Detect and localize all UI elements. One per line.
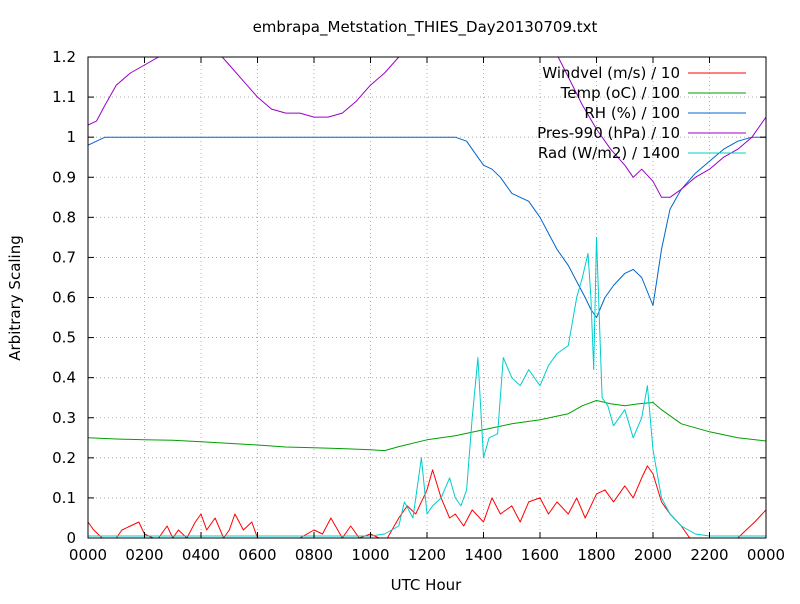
x-axis-label: UTC Hour — [391, 576, 462, 594]
y-axis-label: Arbitrary Scaling — [6, 235, 24, 361]
y-tick-label: 1.2 — [52, 48, 76, 66]
x-tick-label: 0000 — [747, 546, 785, 564]
series-line-rh — [88, 136, 766, 318]
series-lines — [88, 57, 766, 538]
y-tick-label: 0.4 — [52, 369, 76, 387]
legend: Windvel (m/s) / 10 Temp (oC) / 100 RH (%) … — [537, 64, 746, 162]
x-tick-label: 2200 — [690, 546, 728, 564]
x-tick-label: 1800 — [577, 546, 615, 564]
series-line-rad — [88, 236, 766, 537]
y-tick-label: 0.6 — [52, 289, 76, 307]
legend-label-pres: Pres-990 (hPa) / 10 — [537, 124, 680, 142]
y-tick-label: 0.7 — [52, 248, 76, 266]
y-tick-label: 1 — [66, 128, 76, 146]
y-tick-label: 0.1 — [52, 489, 76, 507]
x-tick-label: 1000 — [351, 546, 389, 564]
axis-ticks: 0000 0200 0400 0600 0800 1000 1200 1400 1600 1800… — [52, 48, 785, 564]
chart-title: embrapa_Metstation_THIES_Day20130709.txt — [253, 18, 598, 37]
y-tick-label: 1.1 — [52, 88, 76, 106]
legend-label-windvel: Windvel (m/s) / 10 — [542, 64, 680, 82]
x-tick-label: 1200 — [408, 546, 446, 564]
x-tick-label: 2000 — [634, 546, 672, 564]
x-tick-label: 1400 — [464, 546, 502, 564]
x-tick-label: 0800 — [295, 546, 333, 564]
series-line-pres — [88, 57, 766, 198]
y-tick-label: 0 — [66, 529, 76, 547]
legend-label-temp: Temp (oC) / 100 — [560, 84, 680, 102]
y-tick-label: 0.3 — [52, 409, 76, 427]
y-tick-label: 0.5 — [52, 329, 76, 347]
legend-label-rh: RH (%) / 100 — [584, 104, 680, 122]
x-tick-label: 0000 — [69, 546, 107, 564]
x-tick-label: 0600 — [238, 546, 276, 564]
x-tick-label: 1600 — [521, 546, 559, 564]
series-line-temp — [88, 400, 766, 452]
x-tick-label: 0200 — [125, 546, 163, 564]
series-line-windvel — [88, 465, 766, 538]
legend-label-rad: Rad (W/m2) / 1400 — [538, 144, 680, 162]
x-tick-label: 0400 — [182, 546, 220, 564]
y-tick-label: 0.9 — [52, 168, 76, 186]
y-tick-label: 0.2 — [52, 449, 76, 467]
y-tick-label: 0.8 — [52, 208, 76, 226]
